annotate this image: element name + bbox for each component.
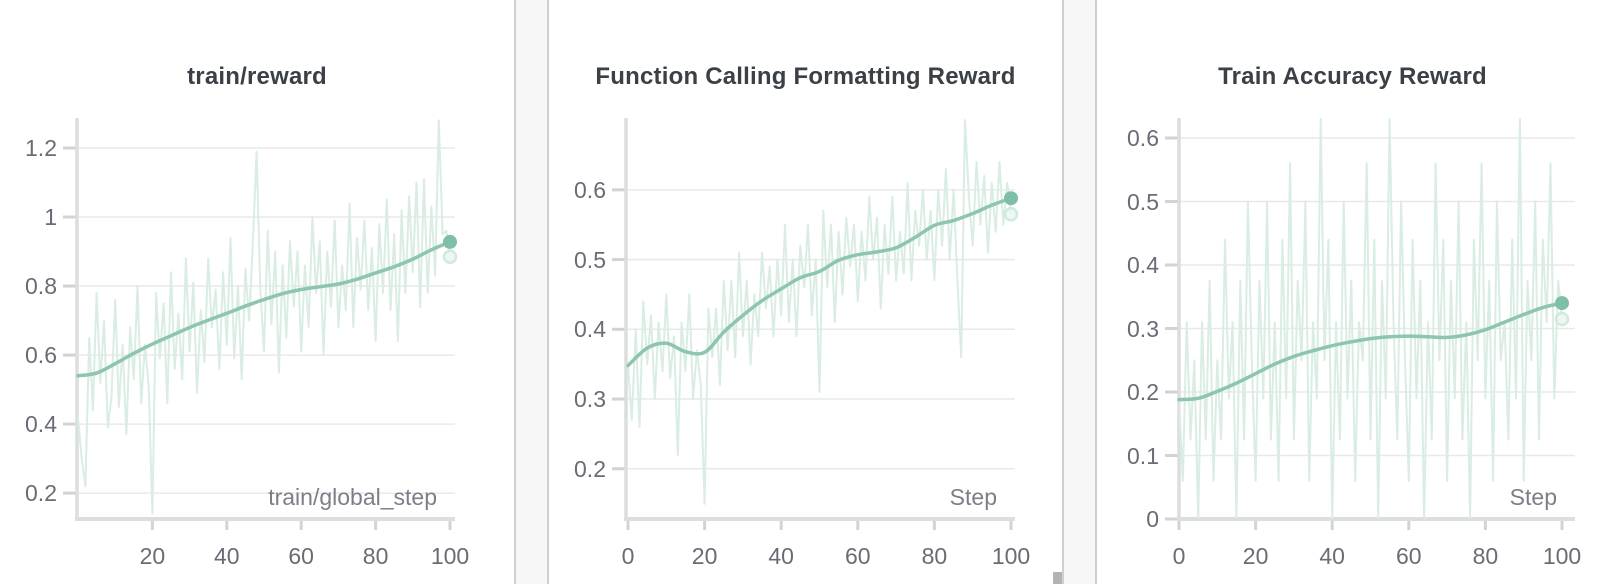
x-axis-label: Step (1509, 484, 1557, 510)
smoothed-end-dot[interactable] (1004, 191, 1018, 206)
smoothed-end-dot[interactable] (1555, 296, 1569, 311)
y-tick-label: 1 (44, 204, 57, 231)
raw-end-dot[interactable] (442, 249, 458, 264)
x-tick-label: 0 (621, 543, 635, 569)
y-tick-label: 0.5 (1127, 188, 1159, 215)
x-tick-label: 20 (139, 543, 166, 569)
chart-panel-train-accuracy-reward[interactable]: Train Accuracy Reward Step 0 0.1 0.2 0.3 0.4… (1097, 0, 1608, 584)
plot-area[interactable] (0, 0, 514, 584)
x-axis-label: Step (949, 484, 997, 510)
raw-series-line (627, 119, 1012, 505)
panel-divider[interactable] (514, 0, 549, 584)
panel-divider[interactable] (1062, 0, 1097, 584)
x-tick-label: 100 (430, 543, 470, 569)
y-tick-label: 0.5 (574, 246, 606, 273)
smoothed-series-line (1177, 301, 1564, 402)
y-tick-label: 0.2 (25, 480, 57, 507)
raw-series-line (77, 119, 451, 515)
scrollbar-thumb[interactable] (1053, 572, 1062, 584)
y-tick-label: 0.4 (25, 411, 57, 438)
y-tick-label: 0.6 (574, 176, 606, 203)
plot-area[interactable] (1097, 0, 1608, 584)
chart-panel-train-reward[interactable]: train/reward train/global_step 0.2 0.4 0.6… (0, 0, 514, 584)
raw-end-dot[interactable] (1003, 206, 1019, 222)
x-tick-label: 60 (288, 543, 314, 569)
smoothed-series-line (76, 240, 452, 378)
y-tick-label: 0.4 (574, 316, 606, 343)
x-tick-label: 40 (214, 543, 240, 569)
axis-ticks (63, 146, 452, 530)
x-tick-label: 20 (691, 543, 718, 569)
x-tick-label: 100 (1542, 543, 1582, 569)
x-tick-label: 20 (1242, 543, 1269, 569)
y-tick-label: 1.2 (25, 135, 57, 162)
x-tick-label: 80 (1472, 543, 1499, 569)
chart-title: Train Accuracy Reward (1218, 63, 1487, 90)
axis-lines (1177, 118, 1575, 521)
x-tick-label: 40 (1319, 543, 1345, 569)
y-tick-label: 0.6 (1127, 125, 1159, 151)
smoothed-series-line (626, 196, 1013, 368)
x-tick-label: 60 (845, 543, 871, 569)
y-tick-label: 0.6 (25, 342, 57, 369)
x-tick-label: 80 (921, 543, 948, 569)
raw-end-dot[interactable] (1554, 311, 1570, 327)
x-axis-label: train/global_step (268, 484, 437, 510)
raw-series-line (1179, 118, 1563, 519)
x-tick-label: 0 (1172, 543, 1186, 569)
y-tick-label: 0.1 (1127, 442, 1159, 469)
chart-title: train/reward (187, 63, 327, 90)
y-tick-label: 0.3 (574, 386, 606, 413)
y-tick-label: 0 (1146, 506, 1159, 532)
x-tick-label: 40 (768, 543, 794, 569)
x-tick-label: 80 (362, 543, 389, 569)
smoothed-end-dot[interactable] (443, 234, 457, 249)
y-tick-label: 0.8 (25, 273, 57, 300)
y-tick-label: 0.4 (1127, 252, 1159, 278)
y-tick-label: 0.3 (1127, 315, 1159, 342)
axis-lines (75, 118, 455, 521)
x-tick-label: 100 (991, 543, 1031, 569)
x-tick-label: 60 (1396, 543, 1422, 569)
plot-area[interactable] (549, 0, 1062, 584)
axis-lines (624, 118, 1015, 521)
chart-title: Function Calling Formatting Reward (595, 63, 1016, 90)
chart-panel-function-calling-formatting-reward[interactable]: Function Calling Formatting Reward Step … (549, 0, 1062, 584)
y-tick-label: 0.2 (1127, 379, 1159, 405)
y-tick-label: 0.2 (574, 455, 606, 482)
